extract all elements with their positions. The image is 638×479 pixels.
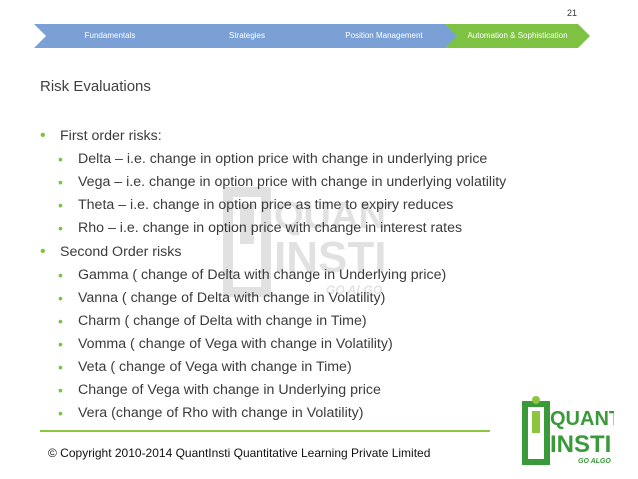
footer-divider <box>40 430 490 432</box>
list-heading-first-order: • First order risks: <box>40 124 600 148</box>
quantinsti-watermark: QUANT INSTI GO ALGO <box>223 187 392 297</box>
list-item-text: Vanna ( change of Delta with change in V… <box>78 290 386 306</box>
list-item: • Vera (change of Rho with change in Vola… <box>40 402 600 425</box>
list-item-text: Gamma ( change of Delta with change in U… <box>78 267 447 283</box>
list-item: • Change of Vega with change in Underlyin… <box>40 379 600 402</box>
progress-steps: Fundamentals Strategies Position Managem… <box>34 24 590 48</box>
list-item-text: Rho – i.e. change in option price with c… <box>78 220 463 236</box>
bullet-icon: • <box>58 336 63 352</box>
list-heading-second-order: • Second Order risks <box>40 240 600 264</box>
page-number: 21 <box>566 8 577 18</box>
chevron-shape <box>308 24 460 48</box>
bullet-icon: • <box>58 197 63 213</box>
step-label: Position Management <box>345 31 423 40</box>
chevron-shape <box>445 24 590 48</box>
logo-word1: QUANT <box>550 408 614 430</box>
watermark-word1: QUANT <box>274 195 392 237</box>
list-item-text: Charm ( change of Delta with change in T… <box>78 313 367 329</box>
watermark-tagline: GO ALGO <box>326 283 383 297</box>
step-strategies[interactable]: Strategies <box>171 24 323 48</box>
list-heading-text: First order risks: <box>60 128 162 144</box>
list-item: • Vega – i.e. change in option price with… <box>40 171 600 194</box>
list-item: • Gamma ( change of Delta with change in … <box>40 264 600 287</box>
bullet-icon: • <box>58 313 63 329</box>
bullet-icon: • <box>58 174 63 190</box>
copyright-text: © Copyright 2010-2014 QuantInsti Quantit… <box>48 446 431 460</box>
list-item-text: Change of Vega with change in Underlying… <box>78 382 381 398</box>
list-item: • Theta – i.e. change in option price as … <box>40 194 600 217</box>
step-position-management[interactable]: Position Management <box>308 24 460 48</box>
bullet-icon: • <box>40 243 46 260</box>
list-item-text: Vomma ( change of Vega with change in Vo… <box>78 336 393 352</box>
list-item-text: Vera (change of Rho with change in Volat… <box>78 405 364 421</box>
step-label: Automation & Sophistication <box>467 31 568 40</box>
step-label: Fundamentals <box>84 31 136 40</box>
list-item-text: Theta – i.e. change in option price as t… <box>78 197 454 213</box>
list-heading-text: Second Order risks <box>60 244 182 260</box>
risk-list: • First order risks: • Delta – i.e. change… <box>40 124 600 425</box>
list-item-text: Vega – i.e. change in option price with … <box>78 174 507 190</box>
bullet-icon: • <box>58 267 63 283</box>
step-automation-sophistication[interactable]: Automation & Sophistication <box>445 24 590 48</box>
list-item: • Vanna ( change of Delta with change in … <box>40 287 600 310</box>
bullet-icon: • <box>40 127 46 144</box>
list-item-text: Veta ( change of Vega with change in Tim… <box>78 359 352 375</box>
step-label: Strategies <box>228 31 266 40</box>
bullet-icon: • <box>58 151 63 167</box>
watermark-word2: INSTI <box>274 233 386 282</box>
logo-word2: INSTI <box>550 431 611 458</box>
quantinsti-logo: QUANT INSTI GO ALGO <box>522 396 614 465</box>
list-item: • Delta – i.e. change in option price wit… <box>40 148 600 171</box>
list-item: • Vomma ( change of Vega with change in V… <box>40 333 600 356</box>
bullet-icon: • <box>58 359 63 375</box>
list-item-text: Delta – i.e. change in option price with… <box>78 151 488 167</box>
chevron-shape <box>34 24 186 48</box>
chevron-shape <box>171 24 323 48</box>
step-fundamentals[interactable]: Fundamentals <box>34 24 186 48</box>
bullet-icon: • <box>58 290 63 306</box>
bullet-icon: • <box>58 405 63 421</box>
logo-tagline: GO ALGO <box>578 458 611 465</box>
bullet-icon: • <box>58 382 63 398</box>
slide-title: Risk Evaluations <box>40 78 151 95</box>
list-item: • Rho – i.e. change in option price with … <box>40 217 600 240</box>
list-item: • Veta ( change of Vega with change in Ti… <box>40 356 600 379</box>
list-item: • Charm ( change of Delta with change in … <box>40 310 600 333</box>
bullet-icon: • <box>58 220 63 236</box>
